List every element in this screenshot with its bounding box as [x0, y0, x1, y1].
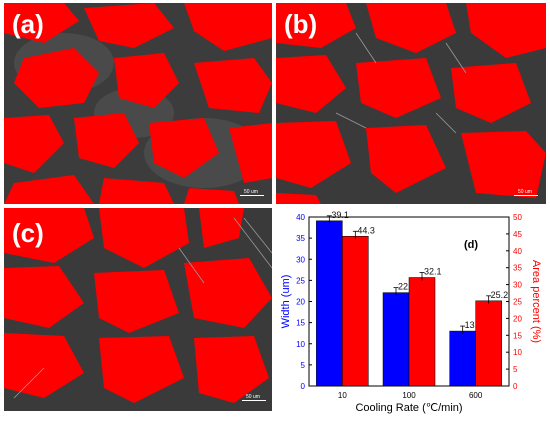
right-axis-title: Area percent (%) — [530, 260, 542, 343]
ferrite-phase — [4, 208, 272, 403]
data-label: 32.1 — [424, 267, 442, 277]
panel-label-b: (b) — [284, 9, 317, 39]
left-axis-title: Width (um) — [280, 275, 292, 329]
scale-bar — [242, 400, 266, 401]
left-tick-label: 5 — [301, 361, 306, 370]
bar-area-percent — [342, 236, 369, 387]
scale-bar — [514, 195, 538, 196]
panel-label-a: (a) — [12, 9, 44, 39]
right-tick-label: 15 — [513, 331, 522, 340]
right-tick-label: 10 — [513, 348, 522, 357]
data-label: 13.0 — [465, 320, 483, 330]
left-tick-label: 15 — [296, 319, 305, 328]
bar-width — [449, 330, 476, 387]
right-tick-label: 5 — [513, 365, 518, 374]
scale-bar-label: 50 um — [244, 189, 258, 195]
left-tick-label: 10 — [296, 340, 305, 349]
left-tick-label: 40 — [296, 213, 305, 222]
right-tick-label: 35 — [513, 264, 522, 273]
scale-bar-label: 50 um — [246, 394, 260, 400]
right-tick-label: 0 — [513, 382, 518, 391]
right-tick-label: 20 — [513, 314, 522, 323]
panel-label-c: (c) — [12, 218, 44, 248]
chart-svg: 0 5 10 15 20 25 30 35 40 0 5 10 15 20 25 30 35 40 45 50 Widt… — [280, 210, 542, 414]
data-label: 44.3 — [357, 225, 375, 235]
ferrite-phase — [4, 3, 272, 204]
left-tick-label: 20 — [296, 298, 305, 307]
data-label: 22.1 — [398, 282, 416, 292]
right-tick-label: 25 — [513, 298, 522, 307]
left-tick-label: 0 — [301, 382, 306, 391]
data-label: 39.1 — [331, 210, 349, 220]
x-tick-label: 600 — [469, 391, 483, 400]
data-label: 25.2 — [491, 290, 509, 300]
x-tick-label: 10 — [338, 391, 347, 400]
ferrite-phase — [276, 3, 546, 204]
right-tick-label: 45 — [513, 230, 522, 239]
x-axis-title: Cooling Rate (℃/min) — [355, 402, 462, 414]
right-tick-label: 30 — [513, 281, 522, 290]
left-tick-label: 30 — [296, 255, 305, 264]
bar-area-percent — [408, 277, 436, 387]
cooling-rate-bar-chart: 0 5 10 15 20 25 30 35 40 0 5 10 15 20 25 30 35 40 45 50 Widt… — [276, 208, 546, 421]
micrograph-panel-b: (b) 50 um — [276, 3, 546, 204]
micrograph-panel-a: (a) 50 um — [4, 3, 272, 204]
right-tick-label: 40 — [513, 247, 522, 256]
panel-label-d: (d) — [464, 239, 478, 251]
bar-width — [316, 220, 343, 387]
bar-area-percent — [475, 300, 502, 387]
left-tick-label: 25 — [296, 276, 305, 285]
scale-bar — [240, 195, 264, 196]
bar-width — [382, 292, 410, 387]
micrograph-panel-c: (c) 50 um — [4, 208, 272, 411]
scale-bar-label: 50 um — [518, 189, 532, 195]
right-tick-label: 50 — [513, 213, 522, 222]
left-tick-label: 35 — [296, 234, 305, 243]
x-tick-label: 100 — [402, 391, 416, 400]
